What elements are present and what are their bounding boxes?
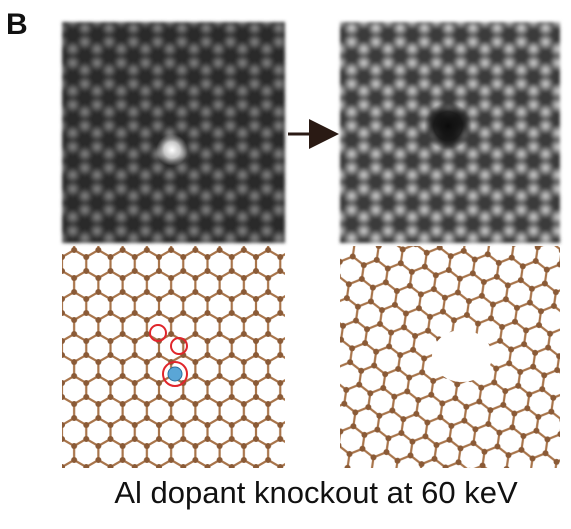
caption: Al dopant knockout at 60 keV [114,475,518,510]
stem-image-before [62,22,285,243]
panel-label: B [6,8,28,41]
lattice-model-before [62,246,285,468]
page: B Al dopant knockout at 60 keV (() => { … [0,0,571,529]
lattice-model-after [340,246,560,468]
figure-panel: B Al dopant knockout at 60 keV [0,0,571,529]
stem-image-after [340,22,560,243]
